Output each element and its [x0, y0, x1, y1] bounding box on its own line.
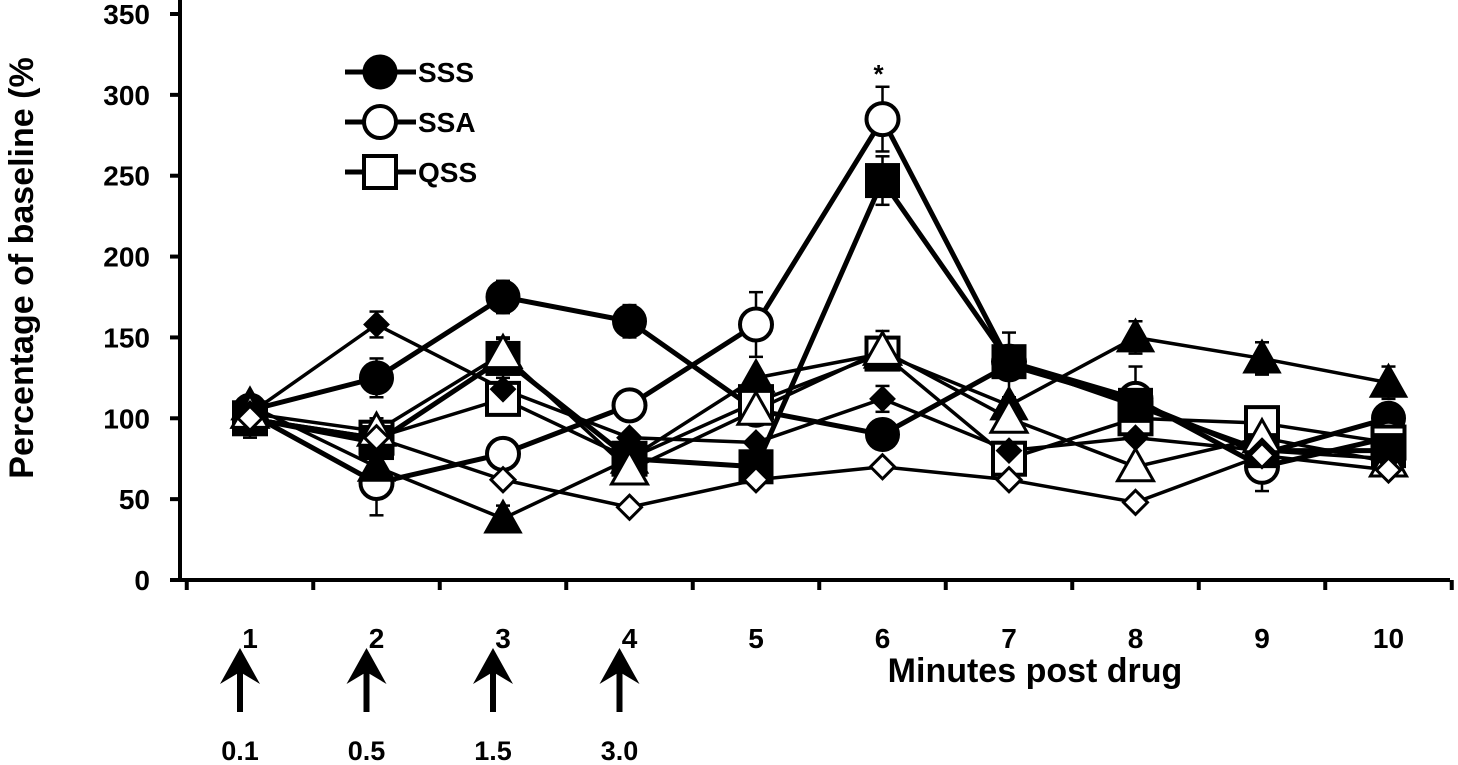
marker-triangle-filled	[483, 498, 523, 534]
marker-diamond-filled	[995, 437, 1023, 465]
y-tick-label: 250	[103, 161, 150, 192]
marker-circle-open	[485, 435, 521, 472]
x-tick-label: 4	[622, 623, 638, 654]
text-layer: 0 50 100 150 200 250 300 350 1 2 3 4 5 6 7 8 9 10 Minutes …	[3, 0, 1404, 765]
marker-triangle-open	[1114, 445, 1157, 483]
legend-label: SSS	[418, 57, 474, 88]
axes-layer	[170, 0, 1454, 712]
series-line	[249, 348, 1389, 473]
marker-diamond-open	[488, 465, 518, 494]
marker-diamond-open	[1247, 441, 1277, 470]
x-tick-label: 2	[369, 623, 385, 654]
marker-diamond-filled	[363, 311, 390, 338]
series-line	[249, 416, 1389, 510]
marker-triangle-filled	[1242, 338, 1282, 374]
y-tick-label: 350	[103, 0, 150, 30]
marker-triangle-open	[482, 332, 524, 370]
marker-square-filled	[991, 344, 1027, 380]
x-axis-title: Minutes post drug	[888, 652, 1183, 690]
x-tick-label: 5	[748, 623, 764, 654]
marker-circle-filled	[485, 279, 521, 315]
x-tick-label: 9	[1254, 623, 1270, 654]
markers-triangle-filled	[230, 317, 1409, 534]
series-line	[248, 322, 1389, 461]
marker-square-open	[362, 154, 398, 190]
legend-item-ssa: SSA	[345, 104, 476, 140]
marker-diamond-open	[994, 465, 1024, 494]
series-diamond-open	[249, 416, 1389, 510]
marker-diamond-filled	[869, 385, 896, 413]
marker-diamond-open	[868, 452, 897, 481]
marker-triangle-filled	[1368, 362, 1409, 398]
marker-diamond-open	[1121, 488, 1150, 517]
y-axis-title: Percentage of baseline (%	[3, 57, 41, 478]
y-tick-label: 50	[119, 484, 150, 515]
x-tick-label: 6	[875, 623, 891, 654]
marker-triangle-open	[988, 397, 1030, 434]
marker-triangle-open	[608, 448, 651, 486]
dose-label: 3.0	[601, 736, 639, 765]
marker-diamond-open	[1374, 455, 1403, 485]
significance-annotation: *	[873, 59, 884, 89]
marker-circle-filled	[359, 360, 394, 396]
marker-triangle-open	[861, 329, 904, 366]
x-tick-label: 3	[495, 623, 511, 654]
x-tick-label: 10	[1373, 623, 1404, 654]
dose-label: 1.5	[474, 736, 512, 765]
marker-triangle-filled	[1115, 317, 1156, 353]
y-tick-label: 300	[103, 80, 150, 111]
legend-label: QSS	[418, 157, 477, 188]
marker-diamond-open	[235, 404, 265, 433]
marker-circle-filled	[362, 54, 398, 90]
marker-diamond-filled	[616, 424, 643, 452]
marker-circle-filled	[612, 303, 647, 339]
series-line	[249, 335, 1389, 521]
series-layer	[229, 85, 1410, 534]
y-tick-label: 200	[103, 242, 150, 273]
marker-diamond-filled	[742, 429, 770, 456]
dose-arrow-head	[220, 648, 260, 684]
marker-circle-filled	[865, 416, 900, 452]
legend: SSS SSA QSS	[345, 54, 477, 190]
markers-diamond-open	[235, 404, 1403, 522]
marker-diamond-open	[615, 493, 644, 522]
marker-square-filled	[865, 163, 900, 199]
y-tick-label: 100	[103, 403, 150, 434]
series-line	[249, 175, 1389, 470]
x-tick-label: 7	[1001, 623, 1017, 654]
marker-square-filled	[1118, 387, 1153, 423]
dose-arrow-head	[473, 648, 513, 684]
marker-circle-open	[362, 104, 398, 140]
dose-arrow-head	[346, 648, 387, 684]
y-tick-label: 150	[103, 322, 150, 353]
marker-circle-open	[611, 387, 648, 424]
dose-label: 0.5	[348, 736, 386, 765]
marker-circle-open	[738, 306, 774, 343]
dose-arrow-head	[599, 648, 640, 684]
marker-circle-open	[864, 101, 901, 138]
marker-diamond-open	[362, 423, 391, 452]
legend-item-sss: SSS	[345, 54, 474, 90]
marker-diamond-open	[741, 465, 771, 494]
x-tick-label: 8	[1128, 623, 1144, 654]
marker-diamond-filled	[489, 375, 517, 403]
series-line	[248, 114, 1390, 486]
marker-triangle-open	[735, 389, 777, 426]
dose-label: 0.1	[221, 736, 259, 765]
series-line	[249, 351, 1389, 461]
x-tick-label: 1	[242, 623, 258, 654]
marker-diamond-filled	[1122, 424, 1149, 452]
series-triangle-filled	[249, 320, 1396, 533]
legend-label: SSA	[418, 107, 476, 138]
markers-diamond-filled	[236, 311, 1402, 473]
legend-item-qss: QSS	[345, 154, 477, 190]
marker-triangle-filled	[356, 446, 397, 482]
y-tick-label: 0	[134, 565, 150, 596]
